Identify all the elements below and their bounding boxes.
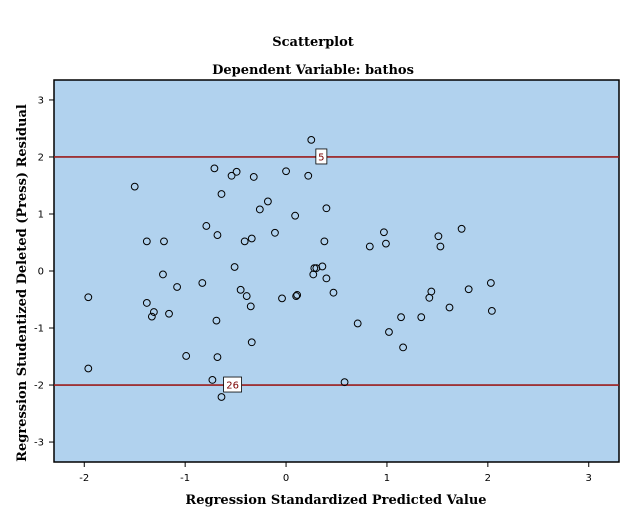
data-point [464, 285, 473, 294]
data-point [353, 319, 362, 328]
data-point [227, 171, 236, 180]
data-point [365, 242, 374, 251]
data-point [320, 237, 329, 246]
data-point [130, 182, 139, 191]
data-point [84, 293, 93, 302]
chart-title: Scatterplot [272, 35, 354, 50]
data-point [142, 237, 151, 246]
y-tick-label: 1 [38, 209, 44, 220]
data-point [445, 303, 454, 312]
data-point [247, 234, 256, 243]
data-point [278, 294, 286, 303]
data-point [397, 313, 405, 322]
x-tick-label: -1 [180, 473, 190, 484]
data-point [208, 375, 217, 384]
data-point [417, 313, 426, 322]
reference-line-label-text: 5 [318, 152, 324, 163]
data-point [232, 167, 241, 176]
data-point [380, 228, 388, 237]
data-point [304, 171, 313, 180]
data-point [182, 352, 191, 360]
data-point [217, 393, 226, 401]
data-points [84, 135, 496, 401]
data-point [210, 164, 219, 173]
data-point [247, 338, 256, 347]
data-point [159, 270, 167, 279]
chart-subtitle: Dependent Variable: bathos [212, 63, 414, 78]
data-point [84, 364, 93, 373]
data-point [318, 262, 327, 271]
data-point [165, 309, 173, 318]
y-tick-label: 0 [38, 267, 44, 278]
data-point [202, 222, 211, 230]
data-point [149, 308, 158, 316]
data-point [249, 173, 258, 181]
y-tick-label: -3 [34, 438, 44, 449]
data-point [425, 293, 434, 302]
y-axis-ticks: -3 -2 -1 0 1 2 3 [34, 95, 54, 449]
reference-line-label-box [223, 376, 242, 393]
data-point [142, 299, 151, 307]
x-axis-label: Regression Standardized Predicted Value [185, 493, 486, 508]
data-point [340, 378, 349, 387]
data-point [385, 328, 393, 336]
data-point [329, 288, 338, 297]
data-point [322, 274, 331, 283]
data-point [436, 242, 445, 251]
reference-line-label: 26 [223, 376, 242, 393]
data-point [173, 283, 181, 291]
data-point [255, 205, 264, 214]
x-tick-label: 2 [485, 473, 491, 484]
data-point [487, 307, 496, 315]
x-tick-label: -2 [79, 473, 89, 484]
data-point [242, 292, 251, 300]
data-point [213, 231, 222, 239]
data-point [282, 167, 290, 176]
x-tick-label: 0 [283, 473, 289, 484]
reference-lines [54, 156, 619, 386]
plot-area [53, 79, 620, 463]
y-tick-label: 2 [38, 152, 44, 163]
data-point [246, 302, 255, 311]
data-point [291, 211, 300, 220]
data-point [309, 270, 318, 279]
x-tick-label: 1 [384, 473, 390, 484]
data-point [160, 237, 168, 246]
y-tick-label: 3 [38, 95, 44, 106]
data-point [198, 279, 207, 287]
data-point [217, 190, 226, 198]
data-point [293, 291, 302, 299]
y-axis-label: Regression Studentized Deleted (Press) R… [15, 104, 30, 462]
data-point [457, 224, 466, 233]
x-axis-ticks: -2 -1 0 1 2 3 [79, 462, 592, 484]
reference-line-labels: 5 26 [223, 148, 328, 393]
y-tick-label: -2 [34, 381, 44, 392]
reference-line-label: 5 [315, 148, 328, 165]
data-point [213, 353, 222, 361]
reference-line-label-box [315, 148, 328, 165]
data-point [434, 232, 443, 241]
data-point [236, 285, 245, 294]
data-point [486, 279, 495, 287]
y-tick-label: -1 [34, 324, 44, 335]
data-point [322, 204, 331, 213]
data-point [212, 316, 221, 325]
x-tick-label: 3 [586, 473, 592, 484]
data-point [307, 135, 316, 144]
data-point [230, 263, 239, 271]
data-point [399, 343, 407, 352]
data-point [263, 197, 272, 206]
reference-line-label-text: 26 [226, 381, 239, 392]
data-point [271, 228, 279, 237]
data-point [147, 312, 156, 321]
data-point [240, 237, 249, 246]
data-point [382, 239, 390, 248]
data-point [292, 292, 301, 300]
